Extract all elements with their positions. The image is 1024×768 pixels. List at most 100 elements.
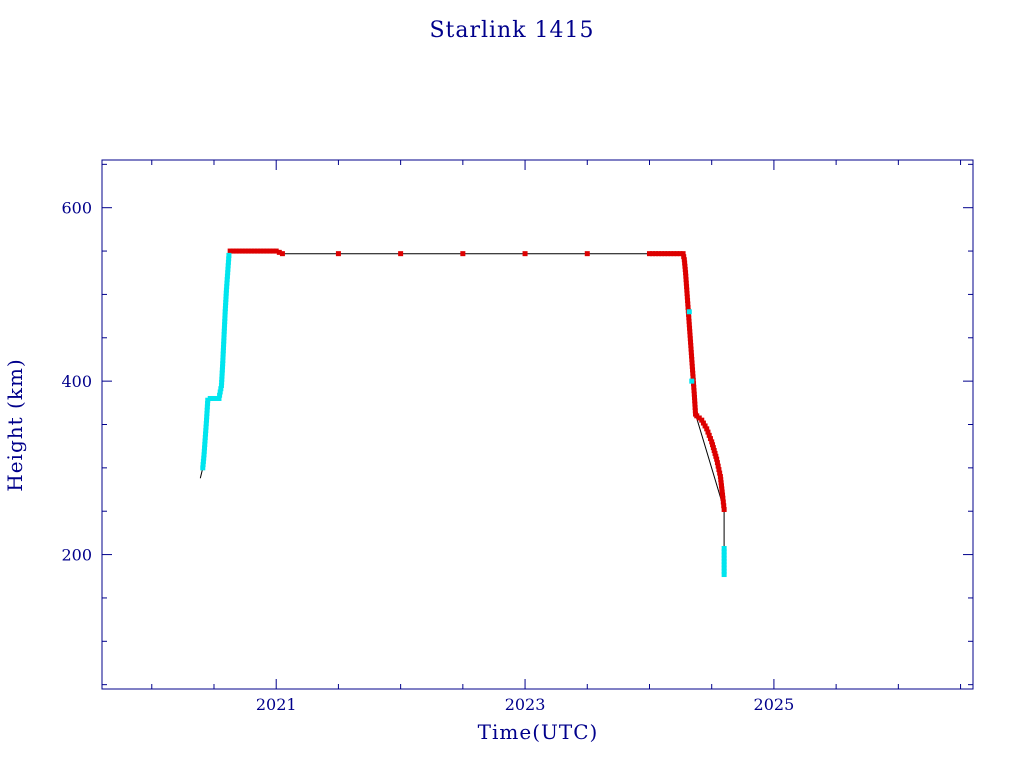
cyan-point (220, 358, 226, 364)
red-point (236, 248, 242, 254)
red-point (270, 248, 276, 254)
red-point (690, 370, 696, 376)
red-point (713, 453, 719, 459)
red-point (656, 251, 662, 257)
cyan-point (689, 378, 695, 384)
cyan-point (221, 328, 227, 334)
red-point (691, 394, 697, 400)
cyan-point (219, 370, 225, 376)
red-point (335, 251, 341, 257)
red-point (258, 248, 264, 254)
red-point (691, 384, 697, 390)
cyan-point (204, 417, 210, 423)
red-point (684, 291, 690, 297)
data-points (200, 248, 727, 578)
red-point (689, 353, 695, 359)
red-point (653, 251, 659, 257)
red-point (681, 254, 687, 260)
red-point (686, 315, 692, 321)
red-point (717, 470, 723, 476)
red-point (689, 356, 695, 362)
red-point (683, 270, 689, 276)
x-tick-label: 2021 (256, 695, 297, 714)
trajectory-line (199, 250, 725, 575)
red-point (719, 486, 725, 492)
red-point (683, 273, 689, 279)
red-point (692, 401, 698, 407)
cyan-point (721, 549, 727, 555)
red-point (227, 248, 233, 254)
cyan-point (225, 259, 231, 265)
red-point (686, 318, 692, 324)
cyan-point (222, 306, 228, 312)
cyan-point (205, 401, 211, 407)
red-point (398, 251, 404, 257)
red-point (230, 248, 236, 254)
red-point (650, 251, 656, 257)
cyan-point (222, 319, 228, 325)
red-point (705, 429, 711, 435)
y-tick-label: 400 (61, 372, 92, 391)
red-point (714, 460, 720, 466)
cyan-point (225, 270, 231, 276)
cyan-point (224, 277, 230, 283)
red-point (692, 404, 698, 410)
red-point (273, 248, 279, 254)
cyan-point (224, 284, 230, 290)
red-point (714, 456, 720, 462)
red-point (691, 391, 697, 397)
axis-ticks (102, 160, 973, 689)
cyan-point (202, 445, 208, 451)
red-point (692, 408, 698, 414)
cyan-point (202, 441, 208, 447)
red-point (233, 248, 239, 254)
cyan-point (200, 465, 206, 471)
cyan-point (200, 458, 206, 464)
red-point (717, 474, 723, 480)
red-point (718, 483, 724, 489)
red-point (720, 495, 726, 501)
cyan-point (222, 312, 228, 318)
red-point (688, 346, 694, 352)
red-point (674, 251, 680, 257)
red-point (242, 248, 248, 254)
red-point (684, 287, 690, 293)
cyan-point (220, 354, 226, 360)
red-point (720, 499, 726, 505)
red-point (691, 381, 697, 387)
red-point (689, 363, 695, 369)
cyan-point (222, 309, 228, 315)
red-point (721, 506, 727, 512)
cyan-point (224, 280, 230, 286)
red-point (689, 360, 695, 366)
cyan-point (223, 296, 229, 302)
x-axis-label: Time(UTC) (478, 720, 599, 744)
red-point (264, 248, 270, 254)
cyan-point (224, 273, 230, 279)
red-point (718, 480, 724, 486)
red-point (716, 467, 722, 473)
red-point (460, 251, 466, 257)
cyan-point (220, 364, 226, 370)
cyan-point (220, 348, 226, 354)
cyan-point (217, 392, 223, 398)
x-tick-label: 2025 (754, 695, 795, 714)
red-point (709, 439, 715, 445)
data-line (199, 250, 725, 575)
red-point (659, 251, 665, 257)
y-tick-labels: 200 400 600 (61, 199, 92, 565)
red-point (710, 445, 716, 451)
red-point (720, 492, 726, 498)
red-point (699, 417, 705, 423)
red-point (245, 248, 251, 254)
cyan-point (201, 452, 207, 458)
red-point (683, 277, 689, 283)
red-point (719, 489, 725, 495)
red-point (686, 311, 692, 317)
cyan-point (220, 345, 226, 351)
red-point (700, 420, 706, 426)
cyan-point (219, 373, 225, 379)
red-point (688, 339, 694, 345)
red-point (671, 251, 677, 257)
